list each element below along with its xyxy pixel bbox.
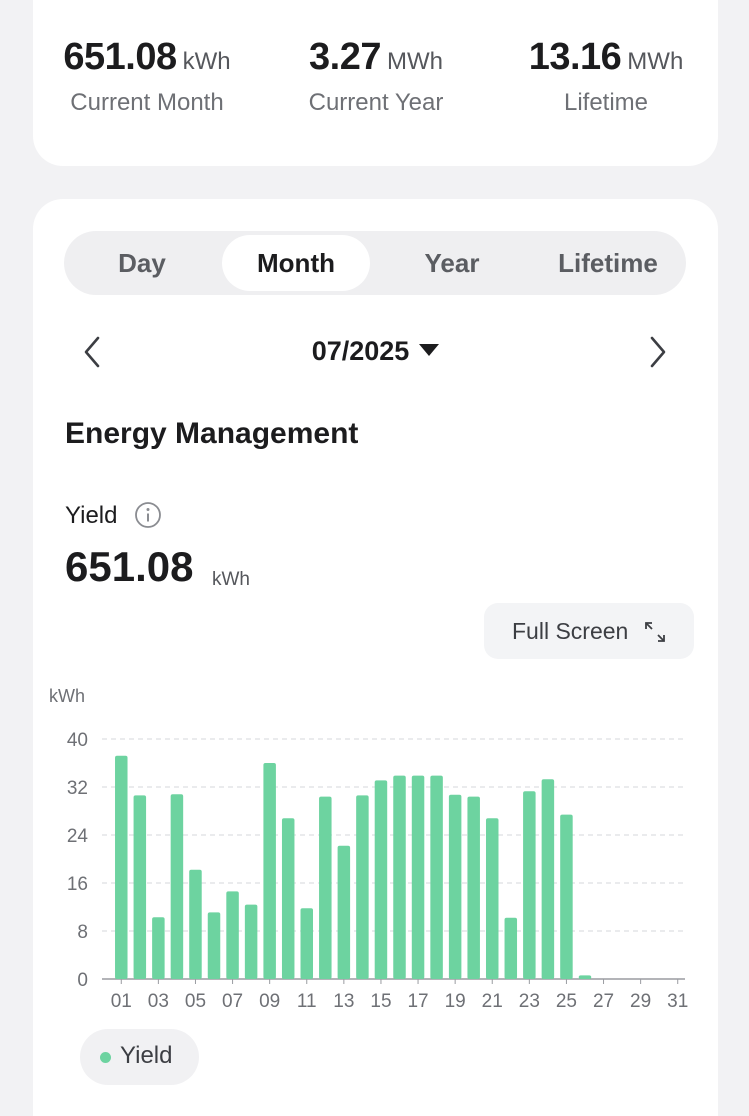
bar-day-02[interactable] xyxy=(133,795,147,979)
period-navigator: 07/2025 xyxy=(33,326,718,376)
full-screen-label: Full Screen xyxy=(512,618,629,644)
y-tick-label: 0 xyxy=(77,970,88,991)
bar-day-26[interactable] xyxy=(578,975,592,979)
bar-day-17[interactable] xyxy=(411,775,425,979)
legend-yield[interactable]: Yield xyxy=(80,1029,199,1085)
bar-day-01[interactable] xyxy=(115,755,128,979)
lifetime-value: 13.16 xyxy=(528,36,622,78)
bar-day-04[interactable] xyxy=(170,794,184,979)
bar-day-24[interactable] xyxy=(541,779,555,979)
info-icon[interactable] xyxy=(134,501,162,529)
summary-card: 651.08 kWh Current Month 3.27 MWh Current … xyxy=(33,0,718,166)
bar-day-06[interactable] xyxy=(207,912,221,979)
lifetime-unit: MWh xyxy=(627,48,684,75)
current-month-value: 651.08 xyxy=(63,36,177,78)
bar-day-16[interactable] xyxy=(393,775,406,979)
tab-lifetime[interactable]: Lifetime xyxy=(558,248,658,278)
x-tick-label: 17 xyxy=(407,991,428,1012)
bar-day-12[interactable] xyxy=(319,796,332,979)
bar-day-21[interactable] xyxy=(485,818,499,979)
bar-day-22[interactable] xyxy=(504,917,518,979)
x-tick-label: 15 xyxy=(370,991,391,1012)
x-tick-label: 27 xyxy=(593,991,614,1012)
section-title: Energy Management xyxy=(65,417,359,450)
y-tick-label: 40 xyxy=(67,730,88,751)
previous-period-button[interactable] xyxy=(79,334,109,370)
x-tick-label: 29 xyxy=(630,991,651,1012)
bar-day-03[interactable] xyxy=(152,917,165,979)
x-tick-label: 19 xyxy=(445,991,466,1012)
bar-day-20[interactable] xyxy=(467,796,480,979)
chevron-left-icon xyxy=(84,336,100,368)
current-month-unit: kWh xyxy=(182,48,231,75)
energy-card: Day Month Year Lifetime 07/2025 Energy M… xyxy=(33,199,718,1116)
lifetime-stat: 13.16 MWh Lifetime xyxy=(492,36,720,117)
x-tick-label: 13 xyxy=(333,991,354,1012)
bar-day-07[interactable] xyxy=(226,891,239,979)
full-screen-button[interactable]: Full Screen xyxy=(484,603,694,659)
period-label: 07/2025 xyxy=(311,336,410,366)
bar-day-23[interactable] xyxy=(523,791,536,979)
lifetime-label: Lifetime xyxy=(563,89,649,116)
x-tick-label: 31 xyxy=(667,991,688,1012)
bar-day-09[interactable] xyxy=(263,763,276,979)
bar-day-05[interactable] xyxy=(189,869,202,979)
period-segmented-control: Day Month Year Lifetime xyxy=(64,231,686,295)
yield-label: Yield xyxy=(65,502,118,529)
current-year-stat: 3.27 MWh Current Year xyxy=(262,36,490,117)
current-year-label: Current Year xyxy=(308,89,444,116)
bar-day-19[interactable] xyxy=(448,794,462,979)
bar-day-15[interactable] xyxy=(374,780,388,979)
tab-year[interactable]: Year xyxy=(424,248,480,278)
bar-day-13[interactable] xyxy=(337,845,351,979)
x-tick-label: 11 xyxy=(297,991,317,1012)
expand-icon xyxy=(645,622,665,642)
legend-label: Yield xyxy=(120,1042,173,1069)
current-month-stat: 651.08 kWh Current Month xyxy=(33,36,261,117)
bar-day-10[interactable] xyxy=(281,818,295,979)
yield-bar-chart: kWh 0 8 16 24 32 40 01 03 05 07 09 11 13 15 17 19 21 23 2… xyxy=(49,686,688,1012)
caret-down-icon xyxy=(419,344,440,356)
x-tick-label: 05 xyxy=(185,991,206,1012)
x-tick-label: 25 xyxy=(556,991,577,1012)
y-tick-label: 24 xyxy=(67,826,89,847)
chevron-right-icon xyxy=(650,336,666,368)
y-tick-label: 16 xyxy=(67,874,88,895)
x-tick-label: 23 xyxy=(519,991,540,1012)
tab-day[interactable]: Day xyxy=(118,248,166,278)
x-tick-label: 21 xyxy=(482,991,503,1012)
yield-value: 651.08 xyxy=(65,543,194,590)
tab-month[interactable]: Month xyxy=(222,235,370,291)
yield-unit: kWh xyxy=(212,569,250,590)
legend-dot xyxy=(100,1052,111,1063)
y-axis-unit-label: kWh xyxy=(49,686,85,706)
x-tick-label: 09 xyxy=(259,991,280,1012)
x-tick-label: 03 xyxy=(148,991,169,1012)
x-tick-label: 01 xyxy=(111,991,132,1012)
current-month-label: Current Month xyxy=(70,89,224,116)
x-tick-label: 07 xyxy=(222,991,243,1012)
next-period-button[interactable] xyxy=(641,334,671,370)
bar-day-25[interactable] xyxy=(560,814,573,979)
current-year-unit: MWh xyxy=(386,48,443,75)
bar-day-08[interactable] xyxy=(244,904,258,979)
current-year-value: 3.27 xyxy=(309,36,381,78)
bar-day-14[interactable] xyxy=(356,795,369,979)
bar-day-18[interactable] xyxy=(430,775,443,979)
period-selector[interactable]: 07/2025 xyxy=(33,336,718,367)
bar-day-11[interactable] xyxy=(300,908,314,979)
y-tick-label: 8 xyxy=(77,922,88,943)
y-tick-label: 32 xyxy=(67,778,88,799)
